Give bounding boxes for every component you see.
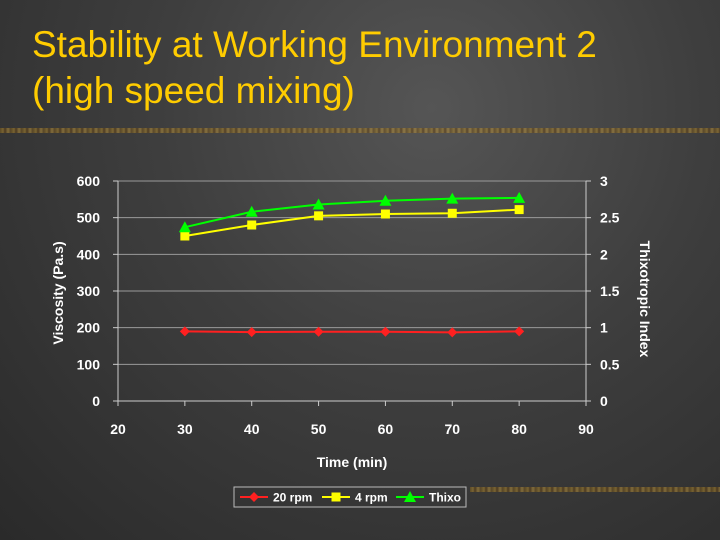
y2-axis-title: Thixotropic Index <box>637 241 653 358</box>
data-point-thixo <box>312 198 325 210</box>
slide-title-line-2: (high speed mixing) <box>32 70 355 111</box>
y2-tick-label: 1 <box>600 320 608 336</box>
series-line-thixo <box>184 196 520 229</box>
data-point-20-rpm <box>514 326 525 337</box>
legend-label-20-rpm: 20 rpm <box>273 491 312 505</box>
data-point-thixo <box>513 191 526 203</box>
chart-series <box>178 191 526 338</box>
data-point-20-rpm <box>447 327 458 338</box>
data-point-thixo <box>245 205 258 217</box>
y2-tick-label: 1.5 <box>600 283 620 299</box>
legend-marker-4-rpm <box>331 492 341 502</box>
y2-tick-label: 2 <box>600 246 608 262</box>
x-tick-label: 30 <box>177 421 193 437</box>
y-tick-label: 500 <box>77 210 101 226</box>
data-point-thixo <box>379 194 392 206</box>
x-tick-label: 50 <box>311 421 327 437</box>
data-point-4-rpm <box>180 231 190 241</box>
data-point-20-rpm <box>313 326 324 337</box>
series-line-20-rpm <box>184 330 520 334</box>
data-point-thixo <box>446 192 459 204</box>
data-point-4-rpm <box>247 220 257 230</box>
legend-label-thixo: Thixo <box>429 491 461 505</box>
data-point-4-rpm <box>314 211 324 221</box>
chart-legend: 20 rpm 4 rpm Thixo <box>233 486 467 508</box>
legend-box <box>233 486 467 508</box>
y-tick-label: 0 <box>92 393 100 409</box>
series-line-4-rpm <box>184 208 520 237</box>
legend-label-4-rpm: 4 rpm <box>355 491 388 505</box>
x-tick-label: 20 <box>110 421 126 437</box>
y-axis-title: Viscosity (Pa.s) <box>50 241 66 344</box>
y-tick-label: 300 <box>77 283 101 299</box>
y-tick-label: 600 <box>77 173 101 189</box>
x-axis-title: Time (min) <box>317 454 388 470</box>
y-tick-label: 400 <box>77 246 101 262</box>
x-tick-label: 60 <box>378 421 394 437</box>
chart-grid <box>118 180 586 402</box>
y2-tick-label: 0 <box>600 393 608 409</box>
data-point-20-rpm <box>179 326 190 337</box>
data-point-4-rpm <box>380 209 390 219</box>
data-point-20-rpm <box>246 327 257 338</box>
legend-marker-thixo <box>404 491 416 502</box>
y2-tick-label: 3 <box>600 173 608 189</box>
y2-tick-label: 2.5 <box>600 210 620 226</box>
data-point-4-rpm <box>447 208 457 218</box>
x-tick-label: 90 <box>578 421 594 437</box>
y-tick-label: 100 <box>77 356 101 372</box>
data-point-thixo <box>178 221 191 233</box>
chart-ticks: 0 100 200 300 400 500 600 0 0.5 1 1.5 2 2.5 3 20 30 40 50… <box>77 173 620 437</box>
data-point-20-rpm <box>380 326 391 337</box>
chart-axes <box>113 180 591 406</box>
y2-tick-label: 0.5 <box>600 356 620 372</box>
slide-title: Stability at Working Environment 2 (high… <box>32 22 597 114</box>
slide-title-line-1: Stability at Working Environment 2 <box>32 24 597 65</box>
title-divider <box>0 128 720 133</box>
x-tick-label: 80 <box>511 421 527 437</box>
legend-marker-20-rpm <box>249 492 259 502</box>
x-tick-label: 40 <box>244 421 260 437</box>
y-tick-label: 200 <box>77 320 101 336</box>
x-tick-label: 70 <box>444 421 460 437</box>
data-point-4-rpm <box>514 205 524 215</box>
bottom-divider <box>470 487 720 492</box>
